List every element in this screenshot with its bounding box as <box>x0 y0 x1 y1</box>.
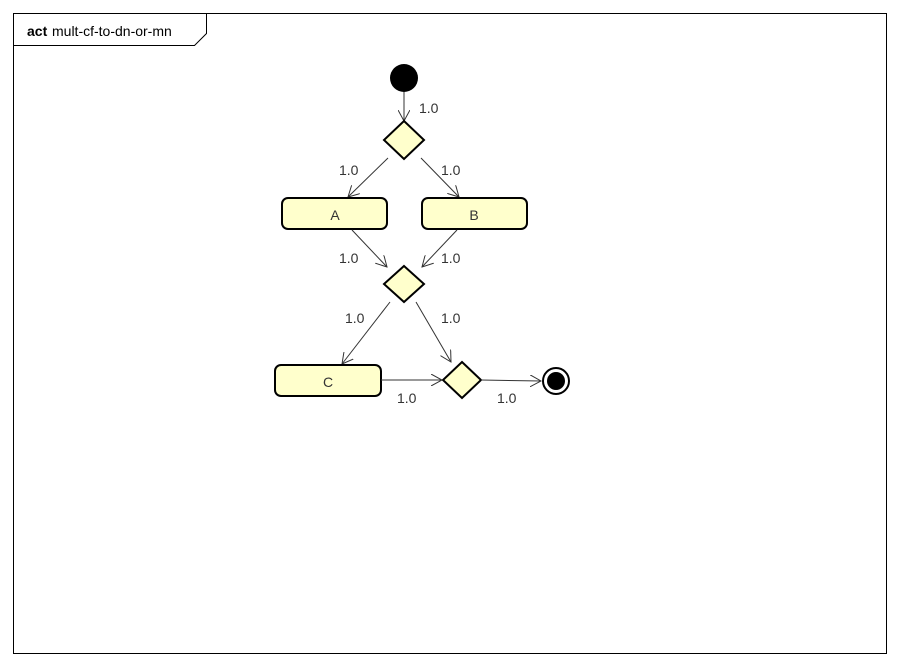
edge-label-merge-to-final-merge: 1.0 <box>441 310 461 326</box>
edge-decision-to-b[interactable] <box>420 157 459 197</box>
edge-label-final-merge-to-end: 1.0 <box>497 390 517 406</box>
edge-merge-to-final-merge[interactable] <box>415 301 451 362</box>
action-node-a[interactable] <box>281 197 388 230</box>
edge-label-b-to-merge: 1.0 <box>441 250 461 266</box>
final-node-inner-dot <box>547 372 565 390</box>
action-node-b[interactable] <box>421 197 528 230</box>
merge-node[interactable] <box>382 264 426 304</box>
edge-label-initial-to-decision: 1.0 <box>419 100 439 116</box>
frame-title: mult-cf-to-dn-or-mn <box>52 23 172 39</box>
edge-label-a-to-merge: 1.0 <box>339 250 359 266</box>
decision-node[interactable] <box>382 119 426 161</box>
action-label-a: A <box>330 207 340 223</box>
edge-final-merge-to-end[interactable] <box>480 380 541 381</box>
edge-b-to-merge[interactable] <box>422 229 458 267</box>
edge-label-merge-to-c: 1.0 <box>345 310 365 326</box>
edge-a-to-merge[interactable] <box>351 229 387 267</box>
action-label-c: C <box>323 374 333 390</box>
frame-keyword: act <box>27 23 48 39</box>
activity-final-node[interactable] <box>542 367 570 395</box>
action-label-b: B <box>469 207 478 223</box>
final-merge-node[interactable] <box>441 360 483 400</box>
diagram-frame <box>13 13 887 654</box>
edge-decision-to-a[interactable] <box>348 157 389 197</box>
frame-tab <box>13 13 207 46</box>
edge-label-decision-to-a: 1.0 <box>339 162 359 178</box>
edge-label-decision-to-b: 1.0 <box>441 162 461 178</box>
initial-node[interactable] <box>390 64 418 92</box>
edge-merge-to-c[interactable] <box>342 301 391 364</box>
edge-label-c-to-final-merge: 1.0 <box>397 390 417 406</box>
